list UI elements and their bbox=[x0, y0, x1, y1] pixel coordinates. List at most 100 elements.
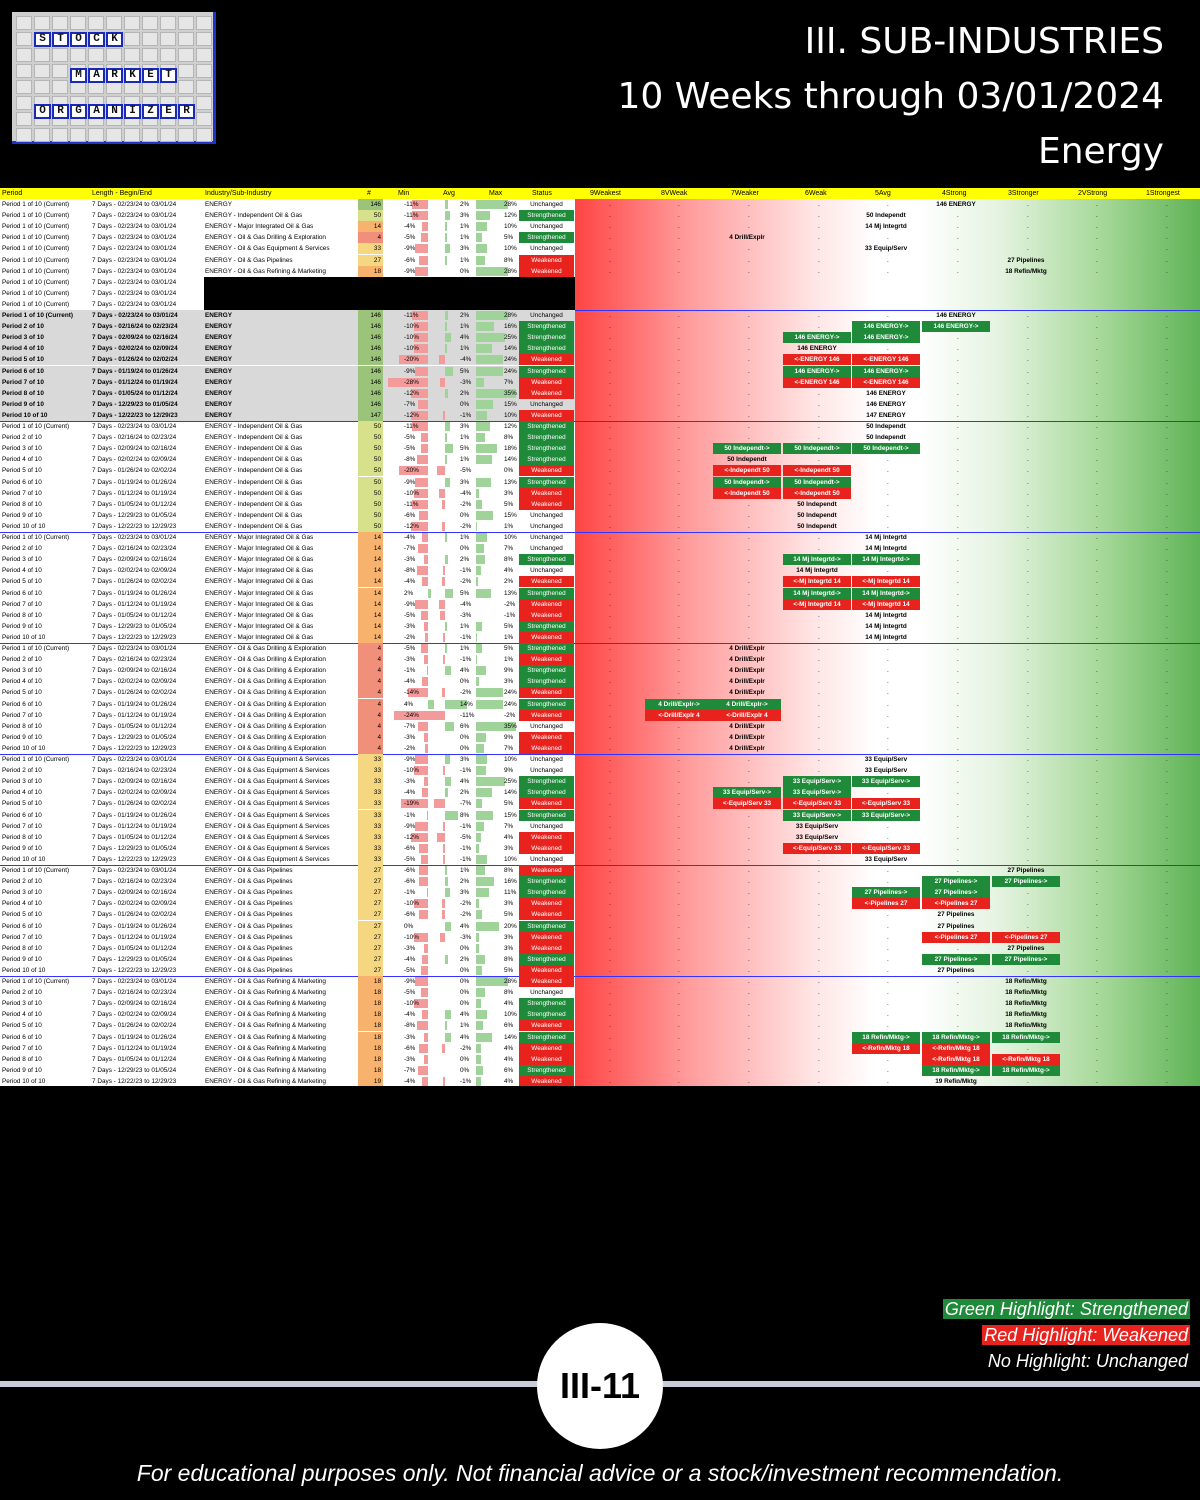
table-row[interactable]: Period 1 of 10 (Current) 7 Days - 02/23/2… bbox=[0, 254, 1200, 266]
table-row[interactable]: Period 9 of 10 7 Days - 12/29/23 to 01/05… bbox=[0, 953, 1200, 965]
bucket-dot: . bbox=[1027, 611, 1029, 619]
table-row[interactable]: Period 5 of 10 7 Days - 01/26/24 to 02/02… bbox=[0, 354, 1200, 366]
table-row[interactable]: Period 3 of 10 7 Days - 02/09/24 to 02/16… bbox=[0, 665, 1200, 677]
table-row[interactable]: Period 7 of 10 7 Days - 01/12/24 to 01/19… bbox=[0, 1042, 1200, 1054]
table-row[interactable]: Period 6 of 10 7 Days - 01/19/24 to 01/26… bbox=[0, 587, 1200, 599]
table-row[interactable]: Period 2 of 10 7 Days - 02/16/24 to 02/23… bbox=[0, 987, 1200, 999]
column-header[interactable]: 2VStrong bbox=[1078, 190, 1108, 197]
table-row[interactable]: Period 6 of 10 7 Days - 01/19/24 to 01/26… bbox=[0, 920, 1200, 932]
table-row[interactable]: Period 5 of 10 7 Days - 01/26/24 to 02/02… bbox=[0, 798, 1200, 810]
table-row[interactable]: Period 8 of 10 7 Days - 01/05/24 to 01/12… bbox=[0, 720, 1200, 732]
table-row[interactable]: Period 3 of 10 7 Days - 02/09/24 to 02/16… bbox=[0, 443, 1200, 455]
table-row[interactable]: Period 6 of 10 7 Days - 01/19/24 to 01/26… bbox=[0, 1031, 1200, 1043]
table-row[interactable]: Period 7 of 10 7 Days - 01/12/24 to 01/19… bbox=[0, 820, 1200, 832]
column-header[interactable]: Industry/Sub-Industry bbox=[205, 190, 272, 197]
table-row[interactable]: Period 7 of 10 7 Days - 01/12/24 to 01/19… bbox=[0, 376, 1200, 388]
table-row[interactable]: Period 6 of 10 7 Days - 01/19/24 to 01/26… bbox=[0, 365, 1200, 377]
table-row[interactable]: Period 6 of 10 7 Days - 01/19/24 to 01/26… bbox=[0, 476, 1200, 488]
table-row[interactable]: Period 3 of 10 7 Days - 02/09/24 to 02/16… bbox=[0, 776, 1200, 788]
table-row[interactable]: Period 1 of 10 (Current) 7 Days - 02/23/2… bbox=[0, 532, 1200, 543]
table-row[interactable]: Period 1 of 10 (Current) 7 Days - 02/23/2… bbox=[0, 243, 1200, 255]
table-row[interactable]: Period 1 of 10 (Current) 7 Days - 02/23/2… bbox=[0, 310, 1200, 321]
table-row[interactable]: Period 9 of 10 7 Days - 12/29/23 to 01/05… bbox=[0, 620, 1200, 632]
table-row[interactable]: Period 2 of 10 7 Days - 02/16/24 to 02/23… bbox=[0, 654, 1200, 666]
table-row[interactable]: Period 4 of 10 7 Days - 02/02/24 to 02/09… bbox=[0, 454, 1200, 466]
table-row[interactable]: Period 1 of 10 (Current) 7 Days - 02/23/2… bbox=[0, 276, 1200, 288]
table-row[interactable]: Period 1 of 10 (Current) 7 Days - 02/23/2… bbox=[0, 221, 1200, 233]
table-row[interactable]: Period 4 of 10 7 Days - 02/02/24 to 02/09… bbox=[0, 565, 1200, 577]
table-row[interactable]: Period 8 of 10 7 Days - 01/05/24 to 01/12… bbox=[0, 831, 1200, 843]
table-row[interactable]: Period 3 of 10 7 Days - 02/09/24 to 02/16… bbox=[0, 998, 1200, 1010]
table-row[interactable]: Period 4 of 10 7 Days - 02/02/24 to 02/09… bbox=[0, 787, 1200, 799]
table-row[interactable]: Period 3 of 10 7 Days - 02/09/24 to 02/16… bbox=[0, 554, 1200, 566]
table-row[interactable]: Period 5 of 10 7 Days - 01/26/24 to 02/02… bbox=[0, 909, 1200, 921]
table-row[interactable]: Period 3 of 10 7 Days - 02/09/24 to 02/16… bbox=[0, 887, 1200, 899]
table-row[interactable]: Period 4 of 10 7 Days - 02/02/24 to 02/09… bbox=[0, 1009, 1200, 1021]
column-header[interactable]: Period bbox=[2, 190, 23, 197]
column-header[interactable]: Min bbox=[398, 190, 410, 197]
column-header[interactable]: 7Weaker bbox=[731, 190, 759, 197]
table-row[interactable]: Period 1 of 10 (Current) 7 Days - 02/23/2… bbox=[0, 199, 1200, 210]
table-row[interactable]: Period 1 of 10 (Current) 7 Days - 02/23/2… bbox=[0, 976, 1200, 987]
table-row[interactable]: Period 10 of 10 7 Days - 12/22/23 to 12/2… bbox=[0, 964, 1200, 976]
table-row[interactable]: Period 6 of 10 7 Days - 01/19/24 to 01/26… bbox=[0, 698, 1200, 710]
table-row[interactable]: Period 2 of 10 7 Days - 02/16/24 to 02/23… bbox=[0, 543, 1200, 555]
column-header[interactable]: Status bbox=[532, 190, 552, 197]
column-header[interactable]: 3Stronger bbox=[1008, 190, 1039, 197]
table-row[interactable]: Period 9 of 10 7 Days - 12/29/23 to 01/05… bbox=[0, 1064, 1200, 1076]
table-row[interactable]: Period 4 of 10 7 Days - 02/02/24 to 02/09… bbox=[0, 898, 1200, 910]
count-cell: 14 bbox=[358, 587, 383, 599]
table-row[interactable]: Period 5 of 10 7 Days - 01/26/24 to 02/02… bbox=[0, 576, 1200, 588]
column-header[interactable]: 6Weak bbox=[805, 190, 827, 197]
table-row[interactable]: Period 8 of 10 7 Days - 01/05/24 to 01/12… bbox=[0, 498, 1200, 510]
table-row[interactable]: Period 1 of 10 (Current) 7 Days - 02/23/2… bbox=[0, 287, 1200, 299]
column-header[interactable]: 8VWeak bbox=[661, 190, 688, 197]
table-row[interactable]: Period 5 of 10 7 Days - 01/26/24 to 02/02… bbox=[0, 1020, 1200, 1032]
table-row[interactable]: Period 7 of 10 7 Days - 01/12/24 to 01/19… bbox=[0, 487, 1200, 499]
table-row[interactable]: Period 5 of 10 7 Days - 01/26/24 to 02/02… bbox=[0, 687, 1200, 699]
table-row[interactable]: Period 9 of 10 7 Days - 12/29/23 to 01/05… bbox=[0, 509, 1200, 521]
column-header[interactable]: 4Strong bbox=[942, 190, 967, 197]
table-row[interactable]: Period 7 of 10 7 Days - 01/12/24 to 01/19… bbox=[0, 931, 1200, 943]
column-header[interactable]: 5Avg bbox=[875, 190, 891, 197]
table-row[interactable]: Period 8 of 10 7 Days - 01/05/24 to 01/12… bbox=[0, 609, 1200, 621]
column-header[interactable]: 1Strongest bbox=[1146, 190, 1180, 197]
table-row[interactable]: Period 1 of 10 (Current) 7 Days - 02/23/2… bbox=[0, 210, 1200, 222]
table-row[interactable]: Period 10 of 10 7 Days - 12/22/23 to 12/2… bbox=[0, 631, 1200, 643]
table-row[interactable]: Period 9 of 10 7 Days - 12/29/23 to 01/05… bbox=[0, 731, 1200, 743]
table-row[interactable]: Period 1 of 10 (Current) 7 Days - 02/23/2… bbox=[0, 643, 1200, 654]
table-row[interactable]: Period 6 of 10 7 Days - 01/19/24 to 01/26… bbox=[0, 809, 1200, 821]
table-row[interactable]: Period 1 of 10 (Current) 7 Days - 02/23/2… bbox=[0, 421, 1200, 432]
table-row[interactable]: Period 2 of 10 7 Days - 02/16/24 to 02/23… bbox=[0, 321, 1200, 333]
table-row[interactable]: Period 4 of 10 7 Days - 02/02/24 to 02/09… bbox=[0, 676, 1200, 688]
table-row[interactable]: Period 2 of 10 7 Days - 02/16/24 to 02/23… bbox=[0, 765, 1200, 777]
column-header[interactable]: Max bbox=[489, 190, 503, 197]
table-row[interactable]: Period 2 of 10 7 Days - 02/16/24 to 02/23… bbox=[0, 876, 1200, 888]
table-row[interactable]: Period 1 of 10 (Current) 7 Days - 02/23/2… bbox=[0, 754, 1200, 765]
table-row[interactable]: Period 9 of 10 7 Days - 12/29/23 to 01/05… bbox=[0, 398, 1200, 410]
table-row[interactable]: Period 3 of 10 7 Days - 02/09/24 to 02/16… bbox=[0, 332, 1200, 344]
table-row[interactable]: Period 9 of 10 7 Days - 12/29/23 to 01/05… bbox=[0, 842, 1200, 854]
table-row[interactable]: Period 7 of 10 7 Days - 01/12/24 to 01/19… bbox=[0, 598, 1200, 610]
table-row[interactable]: Period 10 of 10 7 Days - 12/22/23 to 12/2… bbox=[0, 853, 1200, 865]
table-row[interactable]: Period 10 of 10 7 Days - 12/22/23 to 12/2… bbox=[0, 409, 1200, 421]
table-row[interactable]: Period 2 of 10 7 Days - 02/16/24 to 02/23… bbox=[0, 432, 1200, 444]
table-row[interactable]: Period 8 of 10 7 Days - 01/05/24 to 01/12… bbox=[0, 942, 1200, 954]
column-header[interactable]: Avg bbox=[443, 190, 455, 197]
table-row[interactable]: Period 7 of 10 7 Days - 01/12/24 to 01/19… bbox=[0, 709, 1200, 721]
table-row[interactable]: Period 10 of 10 7 Days - 12/22/23 to 12/2… bbox=[0, 1075, 1200, 1086]
table-row[interactable]: Period 1 of 10 (Current) 7 Days - 02/23/2… bbox=[0, 298, 1200, 310]
table-row[interactable]: Period 5 of 10 7 Days - 01/26/24 to 02/02… bbox=[0, 465, 1200, 477]
table-row[interactable]: Period 4 of 10 7 Days - 02/02/24 to 02/09… bbox=[0, 343, 1200, 355]
table-row[interactable]: Period 8 of 10 7 Days - 01/05/24 to 01/12… bbox=[0, 387, 1200, 399]
length-cell: 7 Days - 02/23/24 to 03/01/24 bbox=[92, 756, 177, 763]
table-row[interactable]: Period 1 of 10 (Current) 7 Days - 02/23/2… bbox=[0, 232, 1200, 244]
table-row[interactable]: Period 1 of 10 (Current) 7 Days - 02/23/2… bbox=[0, 865, 1200, 876]
column-header[interactable]: Length - Begin/End bbox=[92, 190, 152, 197]
column-header[interactable]: # bbox=[367, 190, 371, 197]
table-row[interactable]: Period 10 of 10 7 Days - 12/22/23 to 12/2… bbox=[0, 520, 1200, 532]
table-row[interactable]: Period 8 of 10 7 Days - 01/05/24 to 01/12… bbox=[0, 1053, 1200, 1065]
column-header[interactable]: 9Weakest bbox=[590, 190, 621, 197]
table-row[interactable]: Period 10 of 10 7 Days - 12/22/23 to 12/2… bbox=[0, 742, 1200, 754]
table-row[interactable]: Period 1 of 10 (Current) 7 Days - 02/23/2… bbox=[0, 265, 1200, 277]
